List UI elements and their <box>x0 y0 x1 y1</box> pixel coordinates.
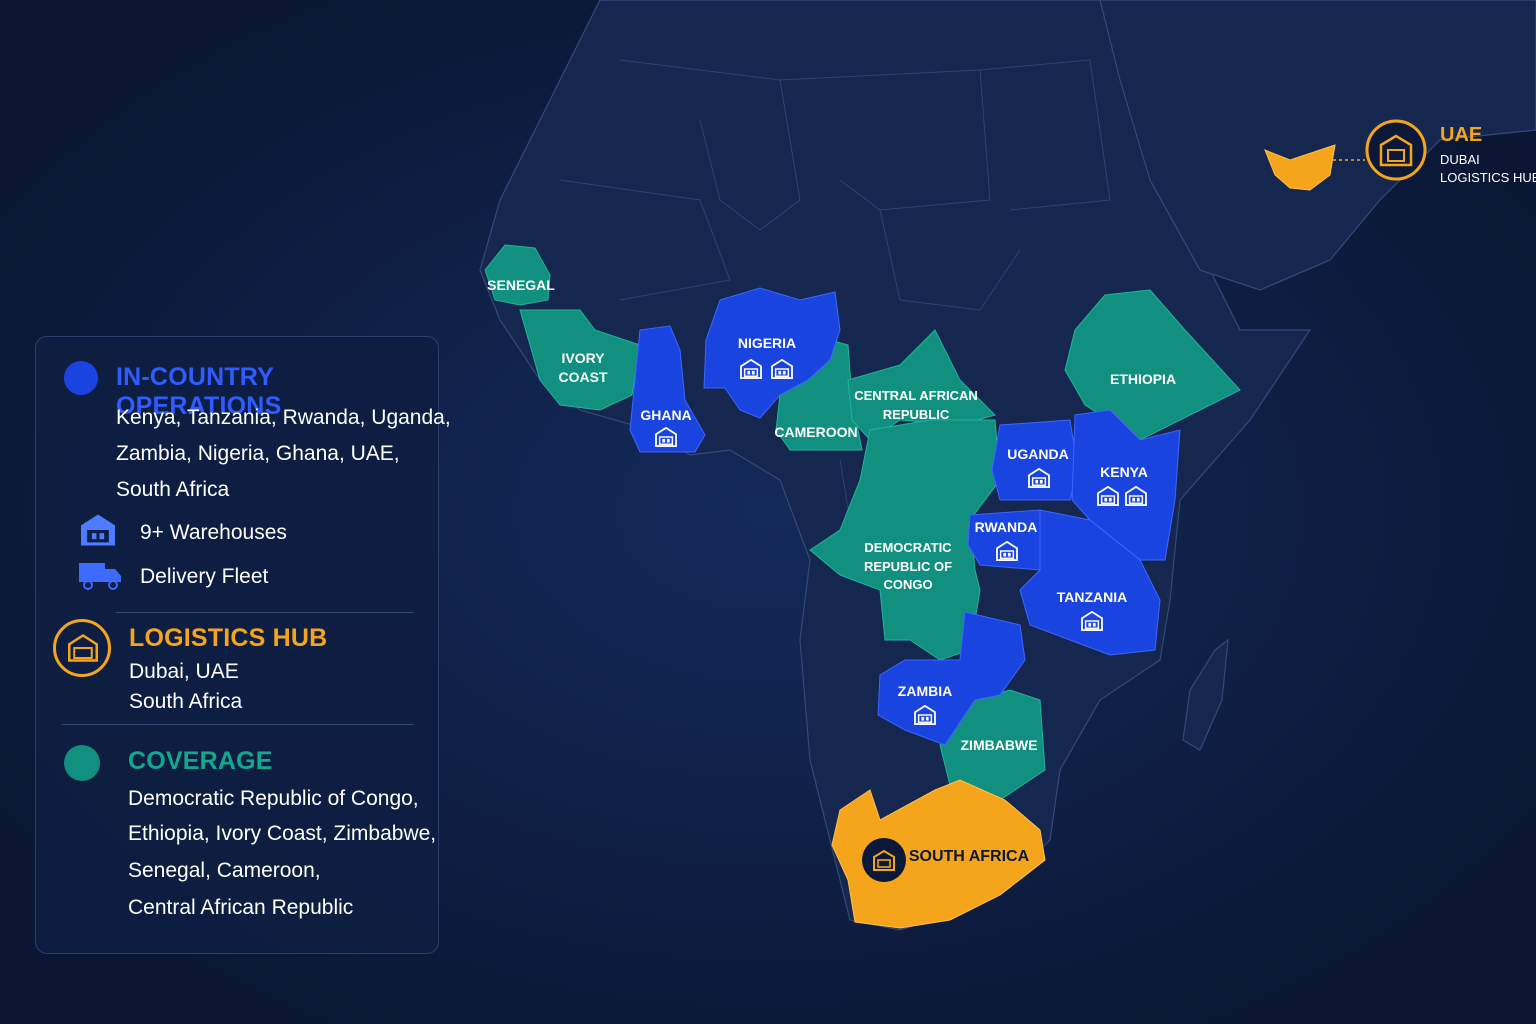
country-senegal[interactable] <box>484 244 551 306</box>
label-nigeria: NIGERIA <box>738 335 796 351</box>
country-ethiopia[interactable] <box>1064 289 1241 441</box>
fleet-label: Delivery Fleet <box>140 565 269 588</box>
coverage-dot <box>64 745 100 781</box>
hub-warehouse-icon <box>873 849 895 871</box>
label-ghana: GHANA <box>640 407 691 423</box>
label-south-africa: SOUTH AFRICA <box>909 848 1030 865</box>
label-ivory-coast-1: IVORY <box>561 350 605 366</box>
coverage-line-1: Democratic Republic of Congo, <box>128 787 419 810</box>
label-car-1: CENTRAL AFRICAN <box>854 388 978 403</box>
label-drc-1: DEMOCRATIC <box>864 540 952 555</box>
label-tanzania: TANZANIA <box>1057 589 1128 605</box>
label-kenya: KENYA <box>1100 464 1148 480</box>
label-cameroon: CAMEROON <box>774 424 857 440</box>
country-nigeria[interactable] <box>703 287 841 419</box>
operations-line-3: South Africa <box>116 478 230 501</box>
label-drc-3: CONGO <box>883 577 932 592</box>
divider <box>62 724 414 725</box>
operations-dot <box>64 361 98 395</box>
country-ghana[interactable] <box>629 325 706 453</box>
label-car-2: REPUBLIC <box>883 407 950 422</box>
country-tanzania[interactable] <box>1019 509 1161 656</box>
coverage-title: COVERAGE <box>128 747 273 775</box>
border-lines <box>559 59 1111 561</box>
hub-warehouse-icon <box>68 634 98 662</box>
country-uganda[interactable] <box>991 419 1079 501</box>
madagascar <box>1182 638 1229 751</box>
truck-icon <box>79 563 121 590</box>
uae-title: UAE <box>1440 124 1482 146</box>
operations-line-1: Kenya, Tanzania, Rwanda, Uganda, <box>116 406 451 429</box>
hub-warehouse-icon <box>1379 134 1413 167</box>
arabia-landmass <box>1099 0 1536 291</box>
label-ethiopia: ETHIOPIA <box>1110 371 1176 387</box>
label-zambia: ZAMBIA <box>898 683 952 699</box>
operations-title: IN-COUNTRY OPERATIONS <box>116 363 282 420</box>
coverage-line-3: Senegal, Cameroon, <box>128 859 321 882</box>
warehouses-label: 9+ Warehouses <box>140 521 287 544</box>
divider <box>116 612 414 613</box>
hub-line-1: Dubai, UAE <box>129 660 239 683</box>
label-senegal: SENEGAL <box>487 277 555 293</box>
hub-title: LOGISTICS HUB <box>129 624 328 652</box>
country-zimbabwe[interactable] <box>939 689 1046 801</box>
coverage-line-2: Ethiopia, Ivory Coast, Zimbabwe, <box>128 822 437 845</box>
country-kenya[interactable] <box>1071 409 1181 561</box>
hub-line-2: South Africa <box>129 690 243 713</box>
warehouse-icon <box>81 514 115 546</box>
coverage-line-4: Central African Republic <box>128 896 354 919</box>
country-south-africa[interactable] <box>831 779 1046 929</box>
uae-subtitle: LOGISTICS HUB <box>1440 170 1536 185</box>
label-uganda: UGANDA <box>1007 446 1068 462</box>
label-zimbabwe: ZIMBABWE <box>961 737 1038 753</box>
region-uae[interactable] <box>1264 144 1336 191</box>
legend-panel: IN-COUNTRY OPERATIONS Kenya, Tanzania, R… <box>35 336 451 954</box>
hub-marker <box>53 619 111 677</box>
uae-city: DUBAI <box>1440 152 1480 167</box>
label-rwanda: RWANDA <box>975 519 1038 535</box>
label-ivory-coast-2: COAST <box>559 369 608 385</box>
label-drc-2: REPUBLIC OF <box>864 559 952 574</box>
operations-line-2: Zambia, Nigeria, Ghana, UAE, <box>116 442 400 465</box>
country-ivory-coast[interactable] <box>519 309 641 411</box>
